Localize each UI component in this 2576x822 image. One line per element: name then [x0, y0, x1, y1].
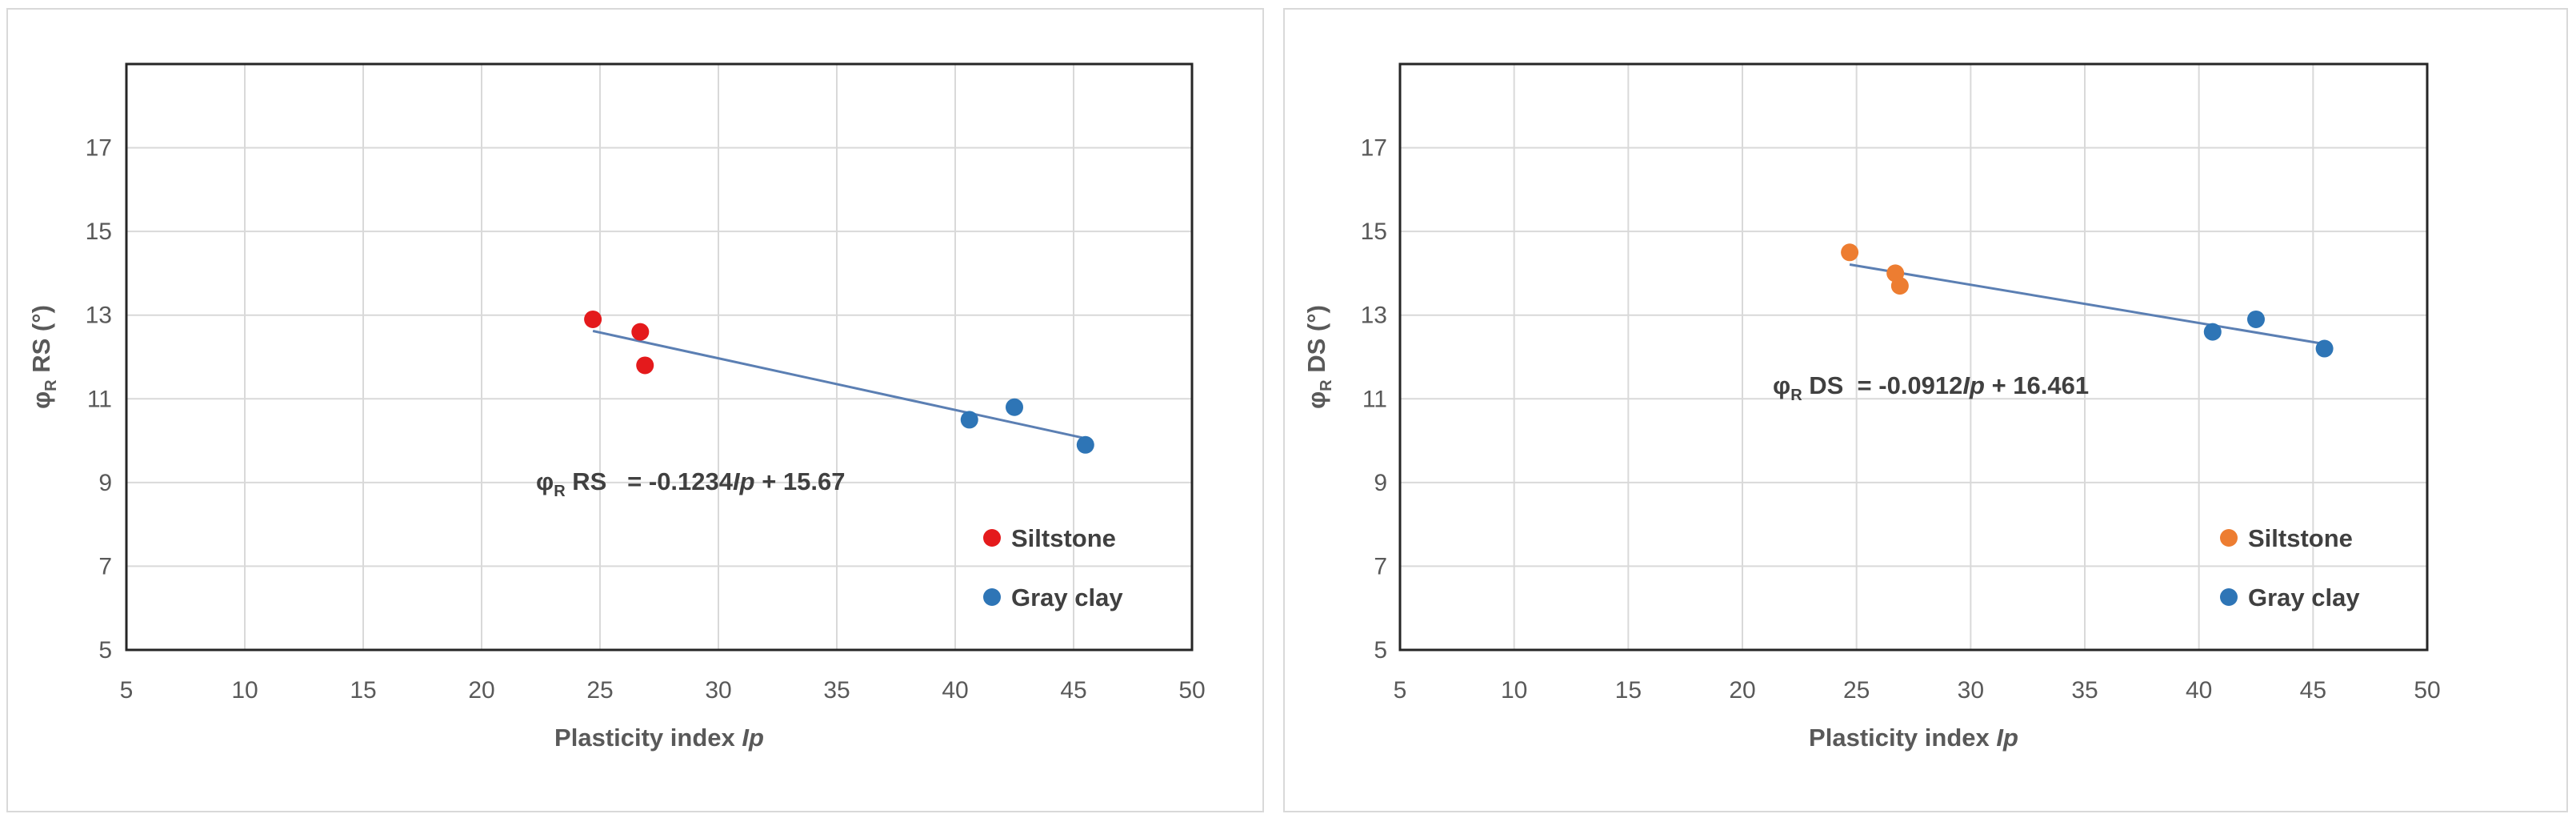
x-tick-label: 30 [1958, 677, 1984, 704]
y-tick-label: 5 [1374, 637, 1387, 664]
x-axis-label: Plasticity index Ip [1809, 724, 2018, 752]
y-tick-label: 7 [98, 553, 112, 579]
y-tick-label: 17 [86, 135, 112, 162]
y-axis-label: φR DS (°) [1302, 305, 1335, 409]
data-point-gray-clay [1076, 435, 1094, 454]
trendline [592, 330, 1086, 440]
data-point-gray-clay [1006, 398, 1023, 416]
trendline [1849, 263, 2325, 346]
y-tick-label: 11 [87, 386, 112, 412]
x-tick-label: 25 [1843, 677, 1870, 704]
data-point-gray-clay [2247, 310, 2265, 328]
y-tick-label: 17 [1361, 135, 1387, 162]
chart-panel-rs: 5 10 15 20 25 30 35 40 45 50 5 7 9 11 13 15 17 Plasticity… [6, 8, 1264, 812]
x-tick-label: 40 [2186, 677, 2212, 704]
x-tick-label: 15 [1615, 677, 1642, 704]
data-point-siltstone [636, 356, 654, 375]
legend-marker [2220, 588, 2238, 606]
x-tick-label: 25 [586, 677, 613, 704]
x-tick-label: 50 [1178, 677, 1205, 704]
y-tick-label: 15 [1361, 219, 1387, 245]
chart-ds-svg: 5 10 15 20 25 30 35 40 45 50 5 7 9 11 13 15 17 Plasticity… [1302, 62, 2441, 752]
legend-marker [983, 529, 1001, 547]
x-tick-label: 30 [705, 677, 731, 704]
y-axis-label: φR RS (°) [27, 305, 60, 409]
data-point-gray-clay [2315, 339, 2334, 358]
x-tick-label: 5 [120, 677, 134, 704]
y-tick-label: 11 [1362, 386, 1387, 412]
y-tick-label: 15 [86, 219, 112, 245]
x-tick-label: 10 [1501, 677, 1527, 704]
data-point-gray-clay [960, 411, 978, 429]
legend-label: Gray clay [1011, 583, 1123, 611]
y-tick-label: 13 [86, 303, 112, 329]
plot-area-border [125, 62, 1194, 652]
y-tick-label: 7 [1374, 553, 1387, 579]
x-tick-label: 15 [350, 677, 376, 704]
data-point-siltstone [1890, 277, 1909, 295]
x-axis-label: Plasticity index Ip [554, 724, 764, 752]
y-tick-label: 13 [1361, 303, 1387, 329]
y-tick-label: 9 [1374, 470, 1387, 496]
chart-rs-svg: 5 10 15 20 25 30 35 40 45 50 5 7 9 11 13 15 17 Plasticity… [27, 62, 1206, 752]
y-tick-label: 5 [98, 637, 112, 664]
data-point-siltstone [584, 310, 602, 328]
plot-area-border [1398, 62, 2429, 652]
legend-marker [2220, 529, 2238, 547]
data-point-siltstone [1841, 243, 1859, 262]
x-tick-label: 10 [231, 677, 258, 704]
trendline-equation: φR RS = -0.1234Ip + 15.67 [536, 467, 845, 500]
legend-label: Gray clay [2248, 583, 2360, 611]
x-tick-label: 20 [1729, 677, 1755, 704]
trendline-equation: φR DS = -0.0912Ip + 16.461 [1773, 371, 2089, 404]
data-point-gray-clay [2203, 323, 2222, 341]
legend-label: Siltstone [1011, 524, 1116, 552]
x-tick-label: 5 [1394, 677, 1407, 704]
y-tick-label: 9 [98, 470, 112, 496]
x-tick-label: 45 [2300, 677, 2326, 704]
x-tick-label: 40 [942, 677, 968, 704]
chart-panel-ds: 5 10 15 20 25 30 35 40 45 50 5 7 9 11 13 15 17 Plasticity… [1283, 8, 2568, 812]
legend-label: Siltstone [2248, 524, 2353, 552]
x-tick-label: 45 [1060, 677, 1086, 704]
legend-marker [983, 588, 1001, 606]
x-tick-label: 35 [2071, 677, 2098, 704]
x-tick-label: 20 [468, 677, 494, 704]
x-tick-label: 35 [823, 677, 850, 704]
data-point-siltstone [631, 323, 650, 341]
x-tick-label: 50 [2414, 677, 2440, 704]
